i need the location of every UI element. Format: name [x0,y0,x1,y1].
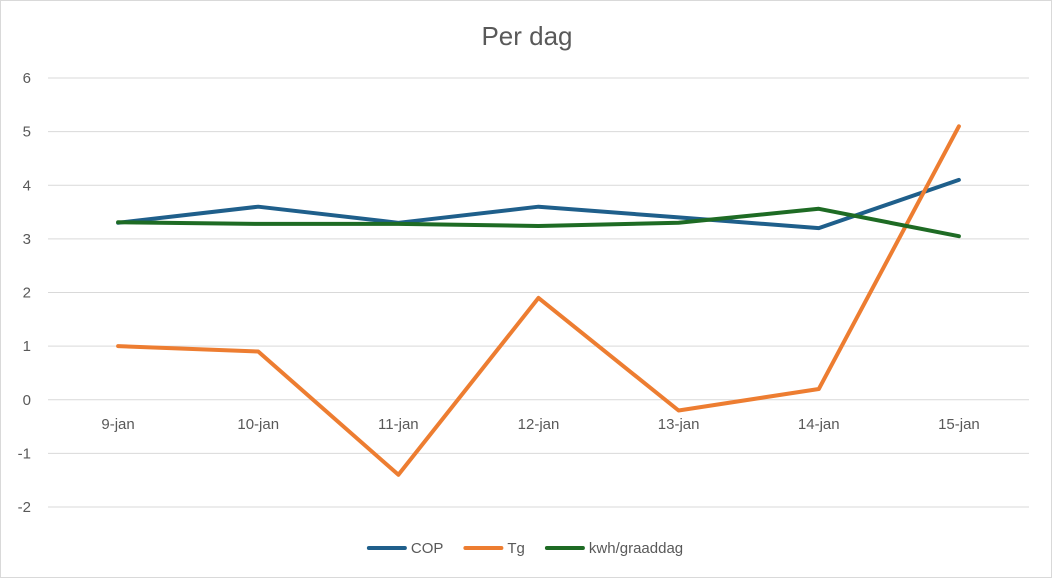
y-tick-label: 0 [23,392,31,409]
legend-label: COP [411,540,444,557]
x-axis-tick-labels: 9-jan 10-jan 11-jan 12-jan 13-jan 14-jan 15-ja… [101,416,979,433]
y-tick-label: -1 [18,445,31,462]
x-tick-label: 11-jan [378,416,419,433]
x-tick-label: 9-jan [101,416,134,433]
y-tick-label: -2 [18,499,31,516]
x-tick-label: 13-jan [658,416,700,433]
legend-label: kwh/graaddag [589,540,683,557]
series-line-tg [116,124,961,477]
y-tick-label: 4 [23,177,31,194]
x-tick-label: 15-jan [938,416,980,433]
y-tick-label: 3 [23,231,31,248]
legend-label: Tg [507,540,525,557]
y-tick-label: 6 [23,70,31,87]
series-line-cop [116,177,961,231]
series-lines [116,124,961,477]
y-tick-label: 5 [23,124,31,141]
y-tick-label: 1 [23,338,31,355]
gridlines [48,77,1029,508]
x-tick-label: 10-jan [237,416,279,433]
series-line-kwh-graaddag [116,206,961,239]
x-tick-label: 12-jan [518,416,560,433]
legend: COP Tg kwh/graaddag [366,540,683,557]
y-axis-tick-labels: -2 -1 0 1 2 3 4 5 6 [18,70,31,516]
x-tick-label: 14-jan [798,416,840,433]
chart-title: Per dag [481,21,572,51]
y-tick-label: 2 [23,285,31,302]
